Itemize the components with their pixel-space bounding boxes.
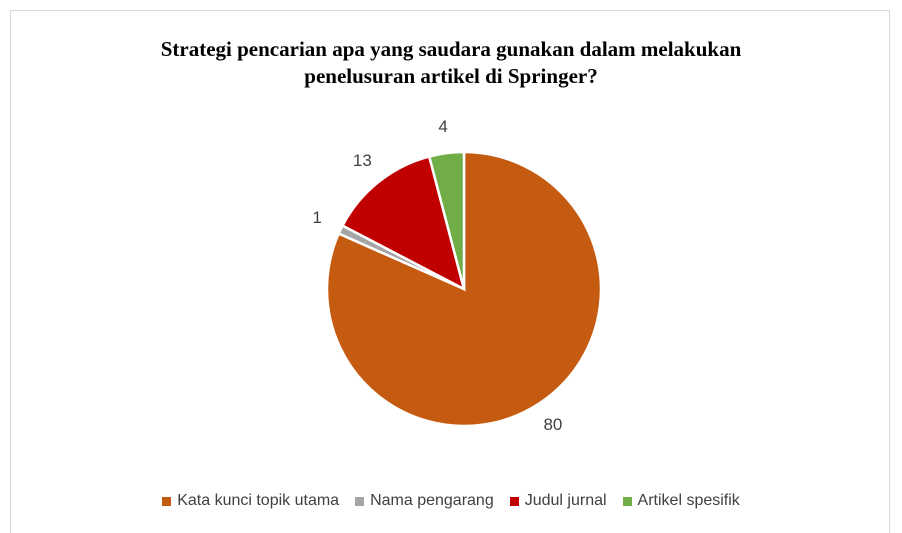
pie-slice — [325, 150, 603, 428]
chart-title: Strategi pencarian apa yang saudara guna… — [160, 37, 742, 88]
legend-swatch — [162, 496, 172, 506]
data-label: 4 — [438, 117, 447, 136]
pie-slice — [427, 150, 466, 290]
legend-item: Kata kunci topik utama — [162, 492, 339, 510]
data-label: 1 — [312, 208, 321, 227]
pie-slice — [340, 154, 466, 292]
data-label: 80 — [543, 415, 562, 434]
legend-label: Judul jurnal — [524, 492, 607, 509]
legend-label: Kata kunci topik utama — [177, 492, 340, 509]
legend: Kata kunci topik utama Nama pengarang Judu… — [0, 492, 902, 510]
legend-item: Artikel spesifik — [622, 492, 740, 510]
data-label: 13 — [353, 151, 372, 170]
chart-frame — [10, 10, 890, 533]
legend-label: Nama pengarang — [370, 492, 494, 509]
legend-item: Judul jurnal — [509, 492, 607, 510]
legend-swatch — [355, 496, 365, 506]
legend-swatch — [622, 496, 632, 506]
legend-item: Nama pengarang — [355, 492, 494, 510]
legend-label: Artikel spesifik — [637, 492, 740, 509]
legend-swatch — [509, 496, 519, 506]
